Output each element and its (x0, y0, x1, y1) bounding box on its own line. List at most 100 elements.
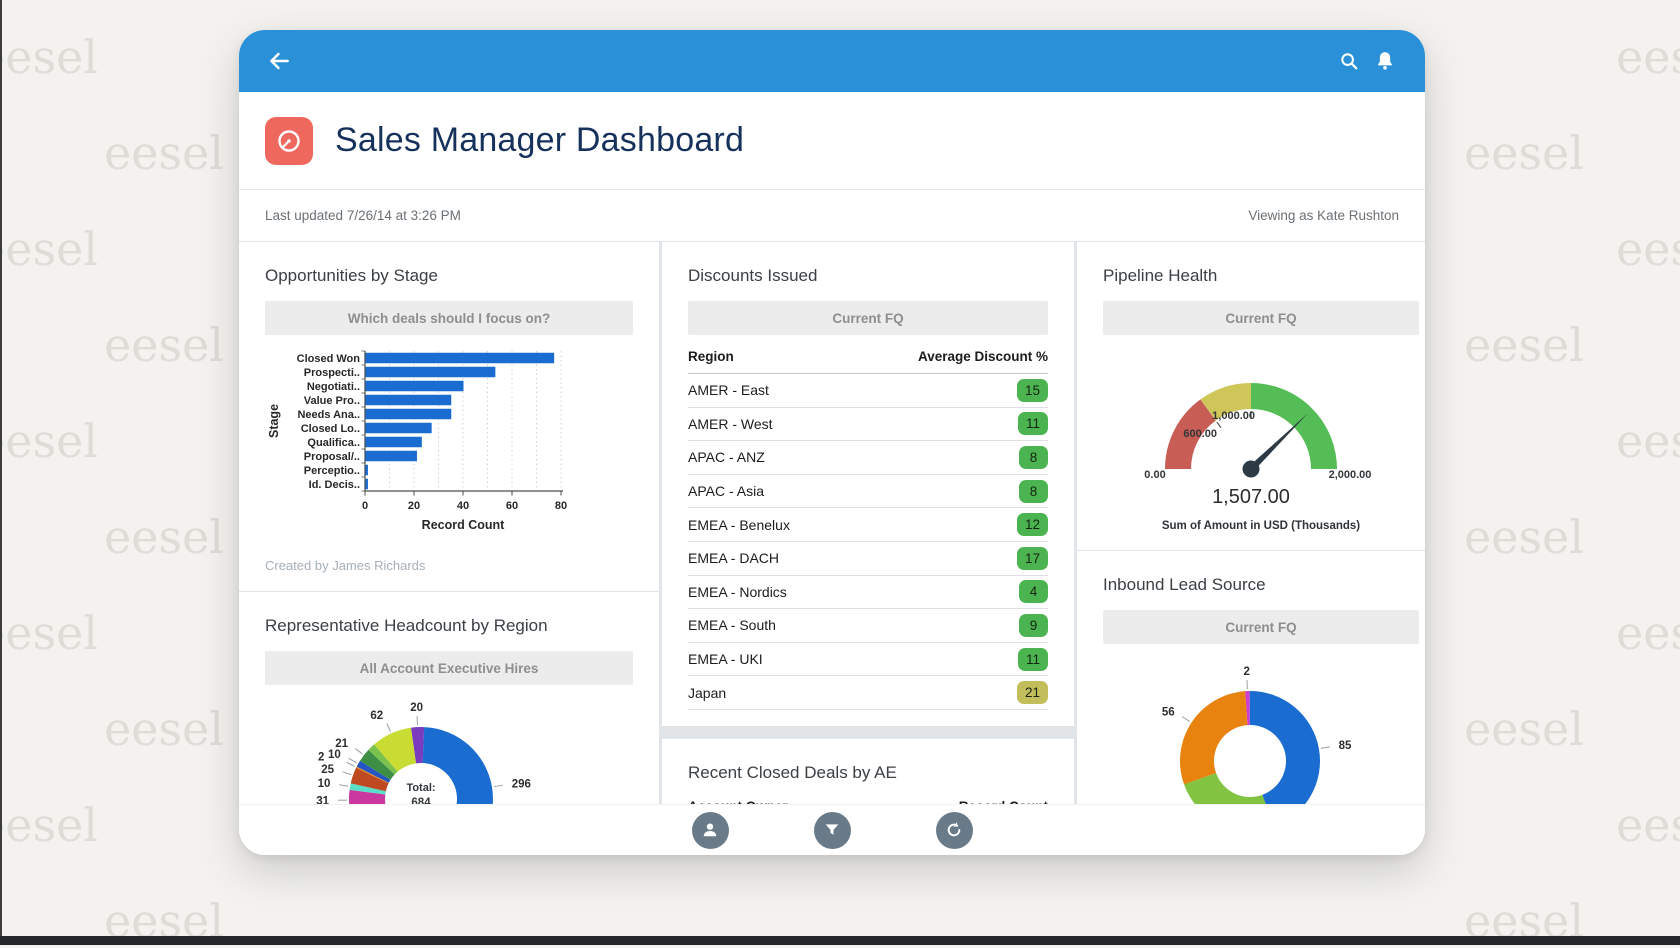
watermark-text: eesel (0, 798, 98, 852)
last-updated-text: Last updated 7/26/14 at 3:26 PM (265, 208, 461, 223)
column-header-discount: Average Discount % (918, 349, 1048, 364)
filter-button[interactable] (814, 812, 851, 849)
top-app-bar (239, 30, 1425, 92)
headcount-donut-chart[interactable]: 20296233110252102162Total:684 (265, 691, 633, 805)
opportunities-filter-bar[interactable]: Which deals should I focus on? (265, 301, 633, 335)
discount-badge: 15 (1017, 379, 1048, 402)
refresh-button[interactable] (936, 812, 973, 849)
svg-text:Qualifica..: Qualifica.. (307, 437, 360, 449)
notifications-button[interactable] (1367, 43, 1403, 79)
svg-text:20: 20 (410, 702, 423, 714)
back-arrow-icon (266, 48, 292, 74)
watermark-text: eesel (1464, 318, 1584, 372)
svg-text:20: 20 (408, 500, 420, 512)
bar (366, 353, 555, 364)
svg-text:Value Pro..: Value Pro.. (304, 395, 360, 407)
dashboard-gauge-icon (275, 127, 303, 155)
search-button[interactable] (1331, 43, 1367, 79)
bar (366, 381, 464, 392)
dashboard-content: Opportunities by Stage Which deals shoul… (239, 241, 1425, 805)
svg-text:21: 21 (335, 738, 348, 750)
section-title-headcount: Representative Headcount by Region (265, 616, 633, 636)
window-left-border (0, 0, 2, 945)
section-gap (662, 726, 1074, 739)
headcount-filter-bar[interactable]: All Account Executive Hires (265, 651, 633, 685)
svg-text:60: 60 (506, 500, 518, 512)
region-label: AMER - West (688, 416, 773, 432)
user-button[interactable] (692, 812, 729, 849)
discounts-filter-bar[interactable]: Current FQ (688, 301, 1048, 335)
recent-deals-table-header: Account Owner Record Count (688, 783, 1048, 805)
table-row[interactable]: EMEA - South 9 (688, 609, 1048, 643)
watermark-text: eesel (1616, 606, 1680, 660)
section-title-discounts: Discounts Issued (688, 266, 1048, 286)
section-divider (239, 591, 659, 592)
lead-source-filter-bar[interactable]: Current FQ (1103, 610, 1419, 644)
discount-badge: 9 (1019, 614, 1048, 637)
svg-text:Closed Won: Closed Won (297, 353, 361, 365)
discount-badge: 21 (1017, 681, 1048, 704)
svg-text:1,507.00: 1,507.00 (1212, 486, 1290, 508)
watermark-text: eesel (104, 510, 224, 564)
bar (366, 409, 452, 420)
column-middle: Discounts Issued Current FQ Region Avera… (662, 242, 1074, 805)
watermark-text: eesel (1616, 222, 1680, 276)
column-left: Opportunities by Stage Which deals shoul… (239, 242, 659, 805)
table-row[interactable]: AMER - East 15 (688, 374, 1048, 408)
region-label: EMEA - South (688, 617, 776, 633)
window-bottom-border (0, 936, 1680, 945)
user-icon (700, 820, 720, 840)
region-label: Japan (688, 685, 726, 701)
bar (366, 395, 452, 406)
section-title-lead-source: Inbound Lead Source (1103, 575, 1419, 595)
region-label: AMER - East (688, 382, 769, 398)
bar (366, 465, 368, 476)
filter-funnel-icon (823, 821, 841, 839)
svg-text:25: 25 (321, 764, 334, 776)
svg-text:Needs Ana..: Needs Ana.. (297, 409, 360, 421)
svg-text:Id. Decis..: Id. Decis.. (309, 479, 360, 491)
svg-text:Perceptio..: Perceptio.. (304, 465, 360, 477)
svg-text:0.00: 0.00 (1144, 469, 1165, 481)
bottom-toolbar (239, 804, 1425, 855)
region-label: EMEA - DACH (688, 550, 779, 566)
donut-slice (1180, 691, 1247, 784)
back-button[interactable] (261, 43, 297, 79)
refresh-icon (944, 820, 964, 840)
watermark-text: eesel (104, 318, 224, 372)
svg-text:Proposal/..: Proposal/.. (304, 451, 360, 463)
svg-text:80: 80 (555, 500, 567, 512)
pipeline-filter-bar[interactable]: Current FQ (1103, 301, 1419, 335)
watermark-text: eesel (1616, 798, 1680, 852)
watermark-text: eesel (1616, 30, 1680, 84)
viewing-as-text: Viewing as Kate Rushton (1248, 208, 1399, 223)
dashboard-header: Sales Manager Dashboard (239, 92, 1425, 189)
donut-slice (1250, 691, 1320, 805)
watermark-text: eesel (1464, 510, 1584, 564)
svg-text:296: 296 (512, 779, 531, 791)
column-header-region: Region (688, 349, 734, 364)
region-label: EMEA - UKI (688, 651, 763, 667)
table-row[interactable]: Japan 21 (688, 676, 1048, 710)
page-title: Sales Manager Dashboard (335, 121, 744, 160)
bar (366, 479, 368, 490)
svg-text:Total:: Total: (406, 782, 435, 794)
dashboard-app-icon (265, 117, 313, 165)
discount-badge: 17 (1017, 547, 1048, 570)
section-title-opportunities: Opportunities by Stage (265, 266, 633, 286)
bar (366, 451, 417, 462)
table-row[interactable]: EMEA - DACH 17 (688, 542, 1048, 576)
